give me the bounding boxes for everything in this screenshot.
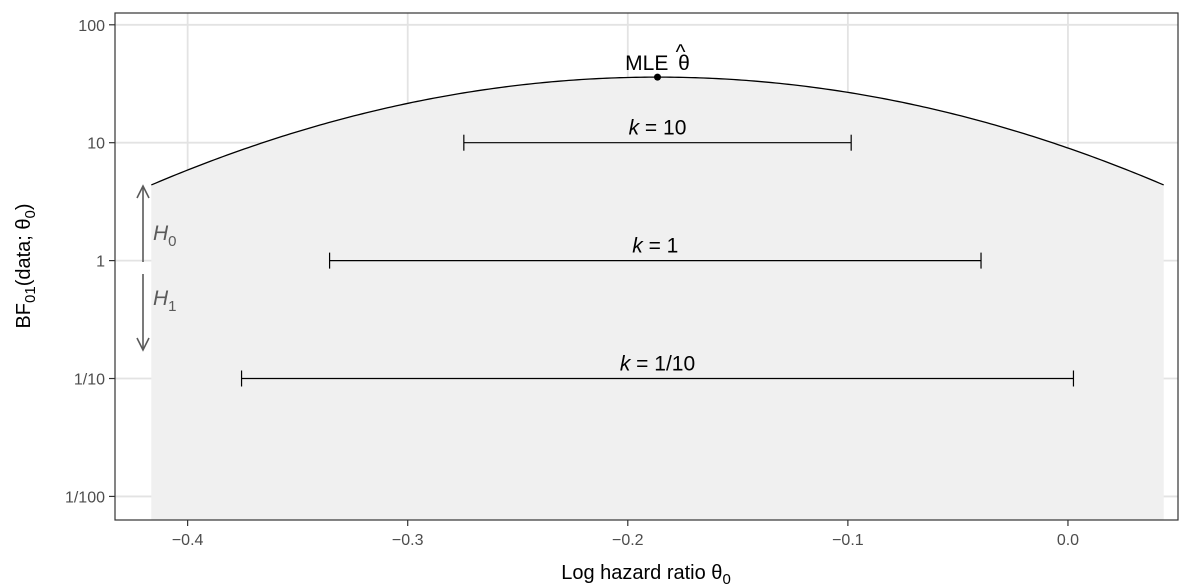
- h0-label: H0: [153, 222, 177, 250]
- y-tick-label-2: 1: [96, 254, 105, 271]
- h1-subscript: 1: [168, 298, 176, 315]
- x-tick-label-4: 0.0: [1057, 532, 1079, 549]
- y-tick-label-4: 1/100: [65, 489, 105, 506]
- support-interval-value-0: = 10: [639, 117, 686, 140]
- support-interval-label-2: k = 1/10: [620, 353, 695, 376]
- arrow-up-head-icon: [136, 184, 150, 199]
- h1-letter: H: [153, 287, 169, 310]
- support-interval-value-2: = 1/10: [630, 353, 695, 376]
- x-tick-label-2: −0.2: [612, 532, 644, 549]
- support-interval-k-2: k: [620, 353, 632, 376]
- support-interval-label-1: k = 1: [632, 235, 678, 258]
- x-axis-title-text: Log hazard ratio θ: [561, 562, 722, 584]
- mle-theta-symbol: θ: [678, 52, 690, 75]
- h0-subscript: 0: [168, 233, 176, 250]
- x-axis-title-subscript: 0: [722, 571, 730, 585]
- support-intervals: k = 10k = 1k = 1/10: [240, 117, 1075, 387]
- x-axis-title: Log hazard ratio θ0: [561, 562, 731, 585]
- x-tick-label-3: −0.1: [832, 532, 864, 549]
- h0-letter: H: [153, 222, 169, 245]
- x-tick-label-0: −0.4: [172, 532, 204, 549]
- y-axis-title-sub2: 0: [22, 210, 39, 218]
- y-axis-title-prefix: BF: [13, 303, 35, 329]
- mle-hat-symbol: ^: [676, 41, 686, 64]
- y-axis-title-sub1: 01: [22, 286, 39, 303]
- y-tick-label-1: 10: [87, 136, 105, 153]
- y-axis-title: BF01(data; θ0): [13, 203, 39, 328]
- y-axis: 100 10 1 1/10 1/100: [65, 18, 115, 506]
- mle-point: [654, 73, 662, 81]
- arrow-down-head-icon: [136, 337, 150, 352]
- x-tick-label-1: −0.3: [392, 532, 424, 549]
- plot-border: [114, 12, 1179, 521]
- hypothesis-indicator: H0 H1: [136, 184, 177, 352]
- x-axis: −0.4 −0.3 −0.2 −0.1 0.0: [172, 520, 1079, 549]
- support-interval-value-1: = 1: [643, 235, 679, 258]
- h1-label: H1: [153, 287, 177, 315]
- support-interval-label-0: k = 10: [629, 117, 687, 140]
- support-interval-k-0: k: [629, 117, 641, 140]
- y-axis-title-suffix: ): [13, 203, 35, 210]
- y-axis-title-mid: (data; θ: [13, 218, 35, 286]
- bayes-factor-area: [151, 77, 1164, 521]
- y-tick-label-0: 100: [78, 18, 105, 35]
- support-interval-k-1: k: [632, 235, 644, 258]
- mle-annotation: MLE θ ^: [625, 41, 690, 81]
- y-tick-label-3: 1/10: [74, 372, 105, 389]
- mle-label-text: MLE: [625, 52, 668, 75]
- mle-label: MLE θ: [625, 52, 690, 75]
